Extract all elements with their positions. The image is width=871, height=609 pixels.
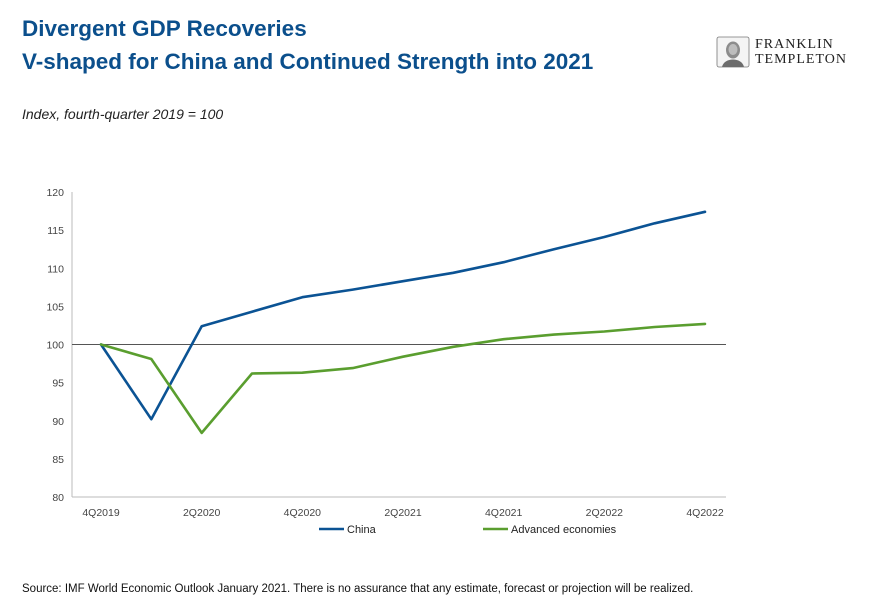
y-tick-label: 85 [52, 454, 64, 466]
legend-label: Advanced economies [511, 524, 617, 536]
x-axis-ticks: 4Q2019 2Q2020 4Q2020 2Q2021 4Q2021 2Q2022 4Q20… [82, 507, 724, 519]
franklin-portrait-icon [716, 36, 750, 68]
y-tick-label: 115 [47, 225, 64, 237]
source-note: Source: IMF World Economic Outlook Janua… [22, 583, 694, 595]
title-line-2: V-shaped for China and Continued Strengt… [22, 49, 594, 74]
logo-text: FRANKLIN TEMPLETON [755, 37, 847, 67]
x-tick-label: 2Q2022 [586, 507, 624, 519]
x-tick-label: 4Q2022 [686, 507, 724, 519]
series-line-advanced-economies [99, 322, 707, 435]
x-tick-label: 4Q2021 [485, 507, 523, 519]
series-group [99, 210, 707, 435]
x-tick-label: 4Q2020 [284, 507, 322, 519]
y-axis-ticks: 80 85 90 95 100 105 110 115 120 [46, 187, 64, 504]
x-tick-label: 4Q2019 [82, 507, 120, 519]
chart-title: Divergent GDP Recoveries V-shaped for Ch… [22, 12, 593, 78]
y-tick-label: 110 [47, 263, 64, 275]
y-tick-label: 80 [52, 492, 64, 504]
plot-area [71, 192, 726, 498]
y-tick-label: 105 [46, 301, 64, 313]
series-line-china [99, 210, 707, 421]
legend-label: China [347, 524, 377, 536]
logo-line-2: TEMPLETON [755, 52, 847, 67]
franklin-templeton-logo: FRANKLIN TEMPLETON [716, 36, 866, 70]
y-tick-label: 90 [52, 416, 64, 428]
x-tick-label: 2Q2021 [384, 507, 422, 519]
y-tick-label: 120 [46, 187, 64, 199]
title-line-1: Divergent GDP Recoveries [22, 16, 307, 41]
legend: China Advanced economies [319, 524, 617, 536]
x-tick-label: 2Q2020 [183, 507, 221, 519]
y-tick-label: 95 [52, 378, 64, 390]
chart-subtitle: Index, fourth-quarter 2019 = 100 [22, 106, 224, 122]
logo-line-1: FRANKLIN [755, 37, 834, 52]
y-tick-label: 100 [46, 340, 64, 352]
